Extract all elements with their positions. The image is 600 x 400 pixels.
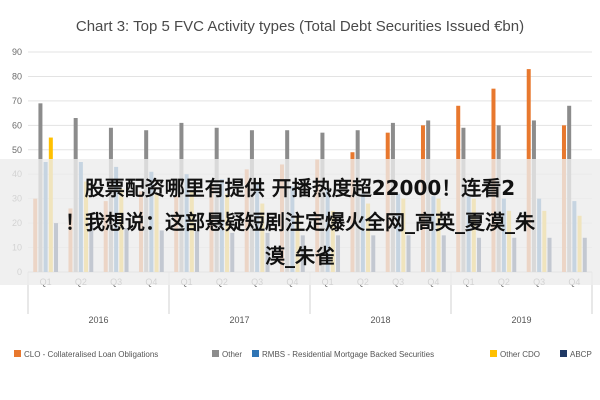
legend-swatch [560, 350, 567, 357]
legend-swatch [212, 350, 219, 357]
y-tick-label: 60 [12, 120, 22, 130]
legend-swatch [14, 350, 21, 357]
year-label: 2018 [370, 315, 390, 325]
legend: CLO - Collateralised Loan Obligations Oth… [14, 350, 592, 359]
y-tick-label: 50 [12, 145, 22, 155]
y-tick-label: 70 [12, 96, 22, 106]
overlay-line-1: 股票配资哪里有提供 开播热度超22000！连看2 [84, 176, 516, 200]
year-label: 2017 [229, 315, 249, 325]
legend-label: ABCP [570, 350, 592, 359]
chart-title: Chart 3: Top 5 FVC Activity types (Total… [76, 18, 524, 35]
legend-item: CLO - Collateralised Loan Obligations [14, 350, 158, 359]
year-label: 2019 [511, 315, 531, 325]
overlay-banner[interactable]: 股票配资哪里有提供 开播热度超22000！连看2 ！我想说：这部悬疑短剧注定爆火… [0, 159, 600, 285]
legend-label: Other [222, 350, 242, 359]
legend-label: RMBS - Residential Mortgage Backed Secur… [262, 350, 434, 359]
legend-item: ABCP [560, 350, 592, 359]
legend-swatch [490, 350, 497, 357]
legend-item: Other [212, 350, 242, 359]
legend-item: Other CDO [490, 350, 540, 359]
legend-label: Other CDO [500, 350, 540, 359]
legend-label: CLO - Collateralised Loan Obligations [24, 350, 158, 359]
legend-swatch [252, 350, 259, 357]
y-tick-label: 90 [12, 47, 22, 57]
overlay-line-3: 漠_朱雀 [265, 244, 335, 268]
y-tick-label: 80 [12, 71, 22, 81]
legend-item: RMBS - Residential Mortgage Backed Secur… [252, 350, 434, 359]
year-label: 2016 [88, 315, 108, 325]
overlay-line-2: ！我想说：这部悬疑短剧注定爆火全网_高英_夏漠_朱 [65, 210, 535, 234]
